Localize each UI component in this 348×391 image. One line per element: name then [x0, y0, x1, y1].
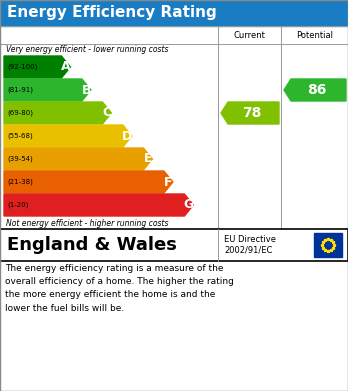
Bar	[314, 233, 342, 257]
Polygon shape	[4, 102, 111, 124]
Text: 86: 86	[307, 83, 327, 97]
Text: 78: 78	[242, 106, 262, 120]
Text: Very energy efficient - lower running costs: Very energy efficient - lower running co…	[6, 45, 168, 54]
Text: (55-68): (55-68)	[7, 133, 33, 139]
Text: A: A	[61, 61, 71, 74]
Text: G: G	[184, 199, 194, 212]
Polygon shape	[4, 79, 91, 101]
Text: C: C	[102, 106, 111, 120]
Text: D: D	[122, 129, 133, 142]
Polygon shape	[284, 79, 346, 101]
Bar	[0, 229, 348, 261]
Polygon shape	[4, 194, 193, 216]
Polygon shape	[4, 125, 132, 147]
Text: (81-91): (81-91)	[7, 87, 33, 93]
Text: F: F	[164, 176, 173, 188]
Text: The energy efficiency rating is a measure of the
overall efficiency of a home. T: The energy efficiency rating is a measur…	[5, 264, 234, 312]
Text: 2002/91/EC: 2002/91/EC	[224, 246, 272, 255]
Text: Current: Current	[234, 30, 266, 39]
Text: Energy Efficiency Rating: Energy Efficiency Rating	[7, 5, 217, 20]
Text: (39-54): (39-54)	[7, 156, 33, 162]
Polygon shape	[221, 102, 279, 124]
Polygon shape	[4, 148, 152, 170]
Text: (21-38): (21-38)	[7, 179, 33, 185]
Text: England & Wales: England & Wales	[7, 236, 177, 254]
Text: Not energy efficient - higher running costs: Not energy efficient - higher running co…	[6, 219, 168, 228]
Text: (69-80): (69-80)	[7, 110, 33, 116]
Text: EU Directive: EU Directive	[224, 235, 276, 244]
Polygon shape	[4, 56, 70, 78]
Text: (1-20): (1-20)	[7, 202, 29, 208]
Polygon shape	[4, 171, 173, 193]
Text: Potential: Potential	[296, 30, 333, 39]
Text: E: E	[144, 152, 152, 165]
Text: B: B	[82, 84, 91, 97]
Bar	[0, 0, 348, 26]
Text: (92-100): (92-100)	[7, 64, 37, 70]
